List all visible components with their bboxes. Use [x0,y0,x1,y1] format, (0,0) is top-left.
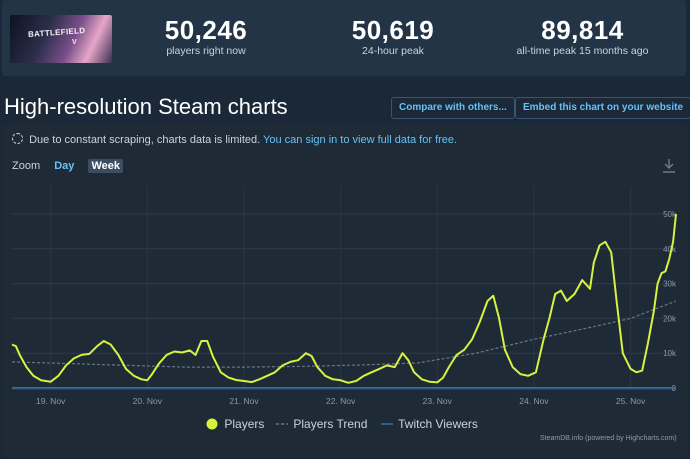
x-tick-label: 25. Nov [616,396,646,406]
download-icon[interactable] [662,158,676,174]
banner-subtitle: V [72,39,77,46]
series-players [11,213,677,384]
stat-players-now: 50,246 players right now [146,16,266,57]
stat-value: 89,814 [541,15,624,45]
stat-all-time-peak: 89,814 all-time peak 15 months ago [505,16,660,57]
x-tick-label: 19. Nov [36,396,66,406]
data-limit-notice: Due to constant scraping, charts data is… [12,133,457,146]
x-tick-label: 20. Nov [133,396,163,406]
stat-24h-peak: 50,619 24-hour peak [333,16,453,57]
x-axis-ticks: 19. Nov 20. Nov 21. Nov 22. Nov 23. Nov 24. N… [36,396,646,406]
legend-label-players: Players [224,417,265,431]
trend-legend-marker [276,423,288,425]
chart-credit: SteamDB.info (powered by Highcharts.com) [540,435,677,442]
stat-label: all-time peak 15 months ago [516,45,649,57]
chart-grid [12,186,676,390]
y-tick-label: 0 [672,384,677,393]
sign-in-link[interactable]: You can sign in to view full data for fr… [263,134,458,146]
chart-series [11,213,677,389]
chart-panel [2,125,688,457]
y-tick-label: 30k [663,280,677,289]
stat-value: 50,246 [164,15,248,45]
stat-value: 50,619 [351,15,435,45]
stat-label: players right now [166,45,246,57]
stats-header [2,0,686,76]
embed-chart-button[interactable]: Embed this chart on your website [515,97,690,119]
stat-label: 24-hour peak [362,45,424,57]
x-tick-label: 23. Nov [423,396,453,406]
y-axis-ticks: 0 10k 20k 30k 40k 50k [663,210,677,393]
zoom-controls: Zoom Day Week [12,159,123,173]
zoom-day-button[interactable]: Day [54,160,75,172]
y-tick-label: 20k [663,314,677,323]
legend-item-players[interactable]: Players [206,417,264,431]
compare-button[interactable]: Compare with others... [391,97,515,119]
game-banner-image[interactable]: BATTLEFIELD V [10,15,112,63]
x-tick-label: 21. Nov [229,396,259,406]
legend-label-trend: Players Trend [293,417,368,431]
notice-text: Due to constant scraping, charts data is… [29,134,261,146]
info-circle-icon [12,133,23,144]
legend-label-twitch: Twitch Viewers [398,417,478,431]
x-tick-label: 22. Nov [326,396,356,406]
series-players-trend [11,300,677,368]
page-title: High-resolution Steam charts [4,94,288,119]
zoom-week-button[interactable]: Week [88,159,123,173]
players-legend-marker [206,418,218,430]
y-tick-label: 10k [663,349,677,358]
x-tick-label: 24. Nov [519,396,549,406]
zoom-label: Zoom [12,160,41,172]
legend-item-trend[interactable]: Players Trend [276,417,367,431]
y-tick-label: 40k [663,245,677,254]
twitch-legend-marker [381,423,393,425]
legend-item-twitch[interactable]: Twitch Viewers [381,417,478,431]
y-tick-label: 50k [663,210,677,219]
